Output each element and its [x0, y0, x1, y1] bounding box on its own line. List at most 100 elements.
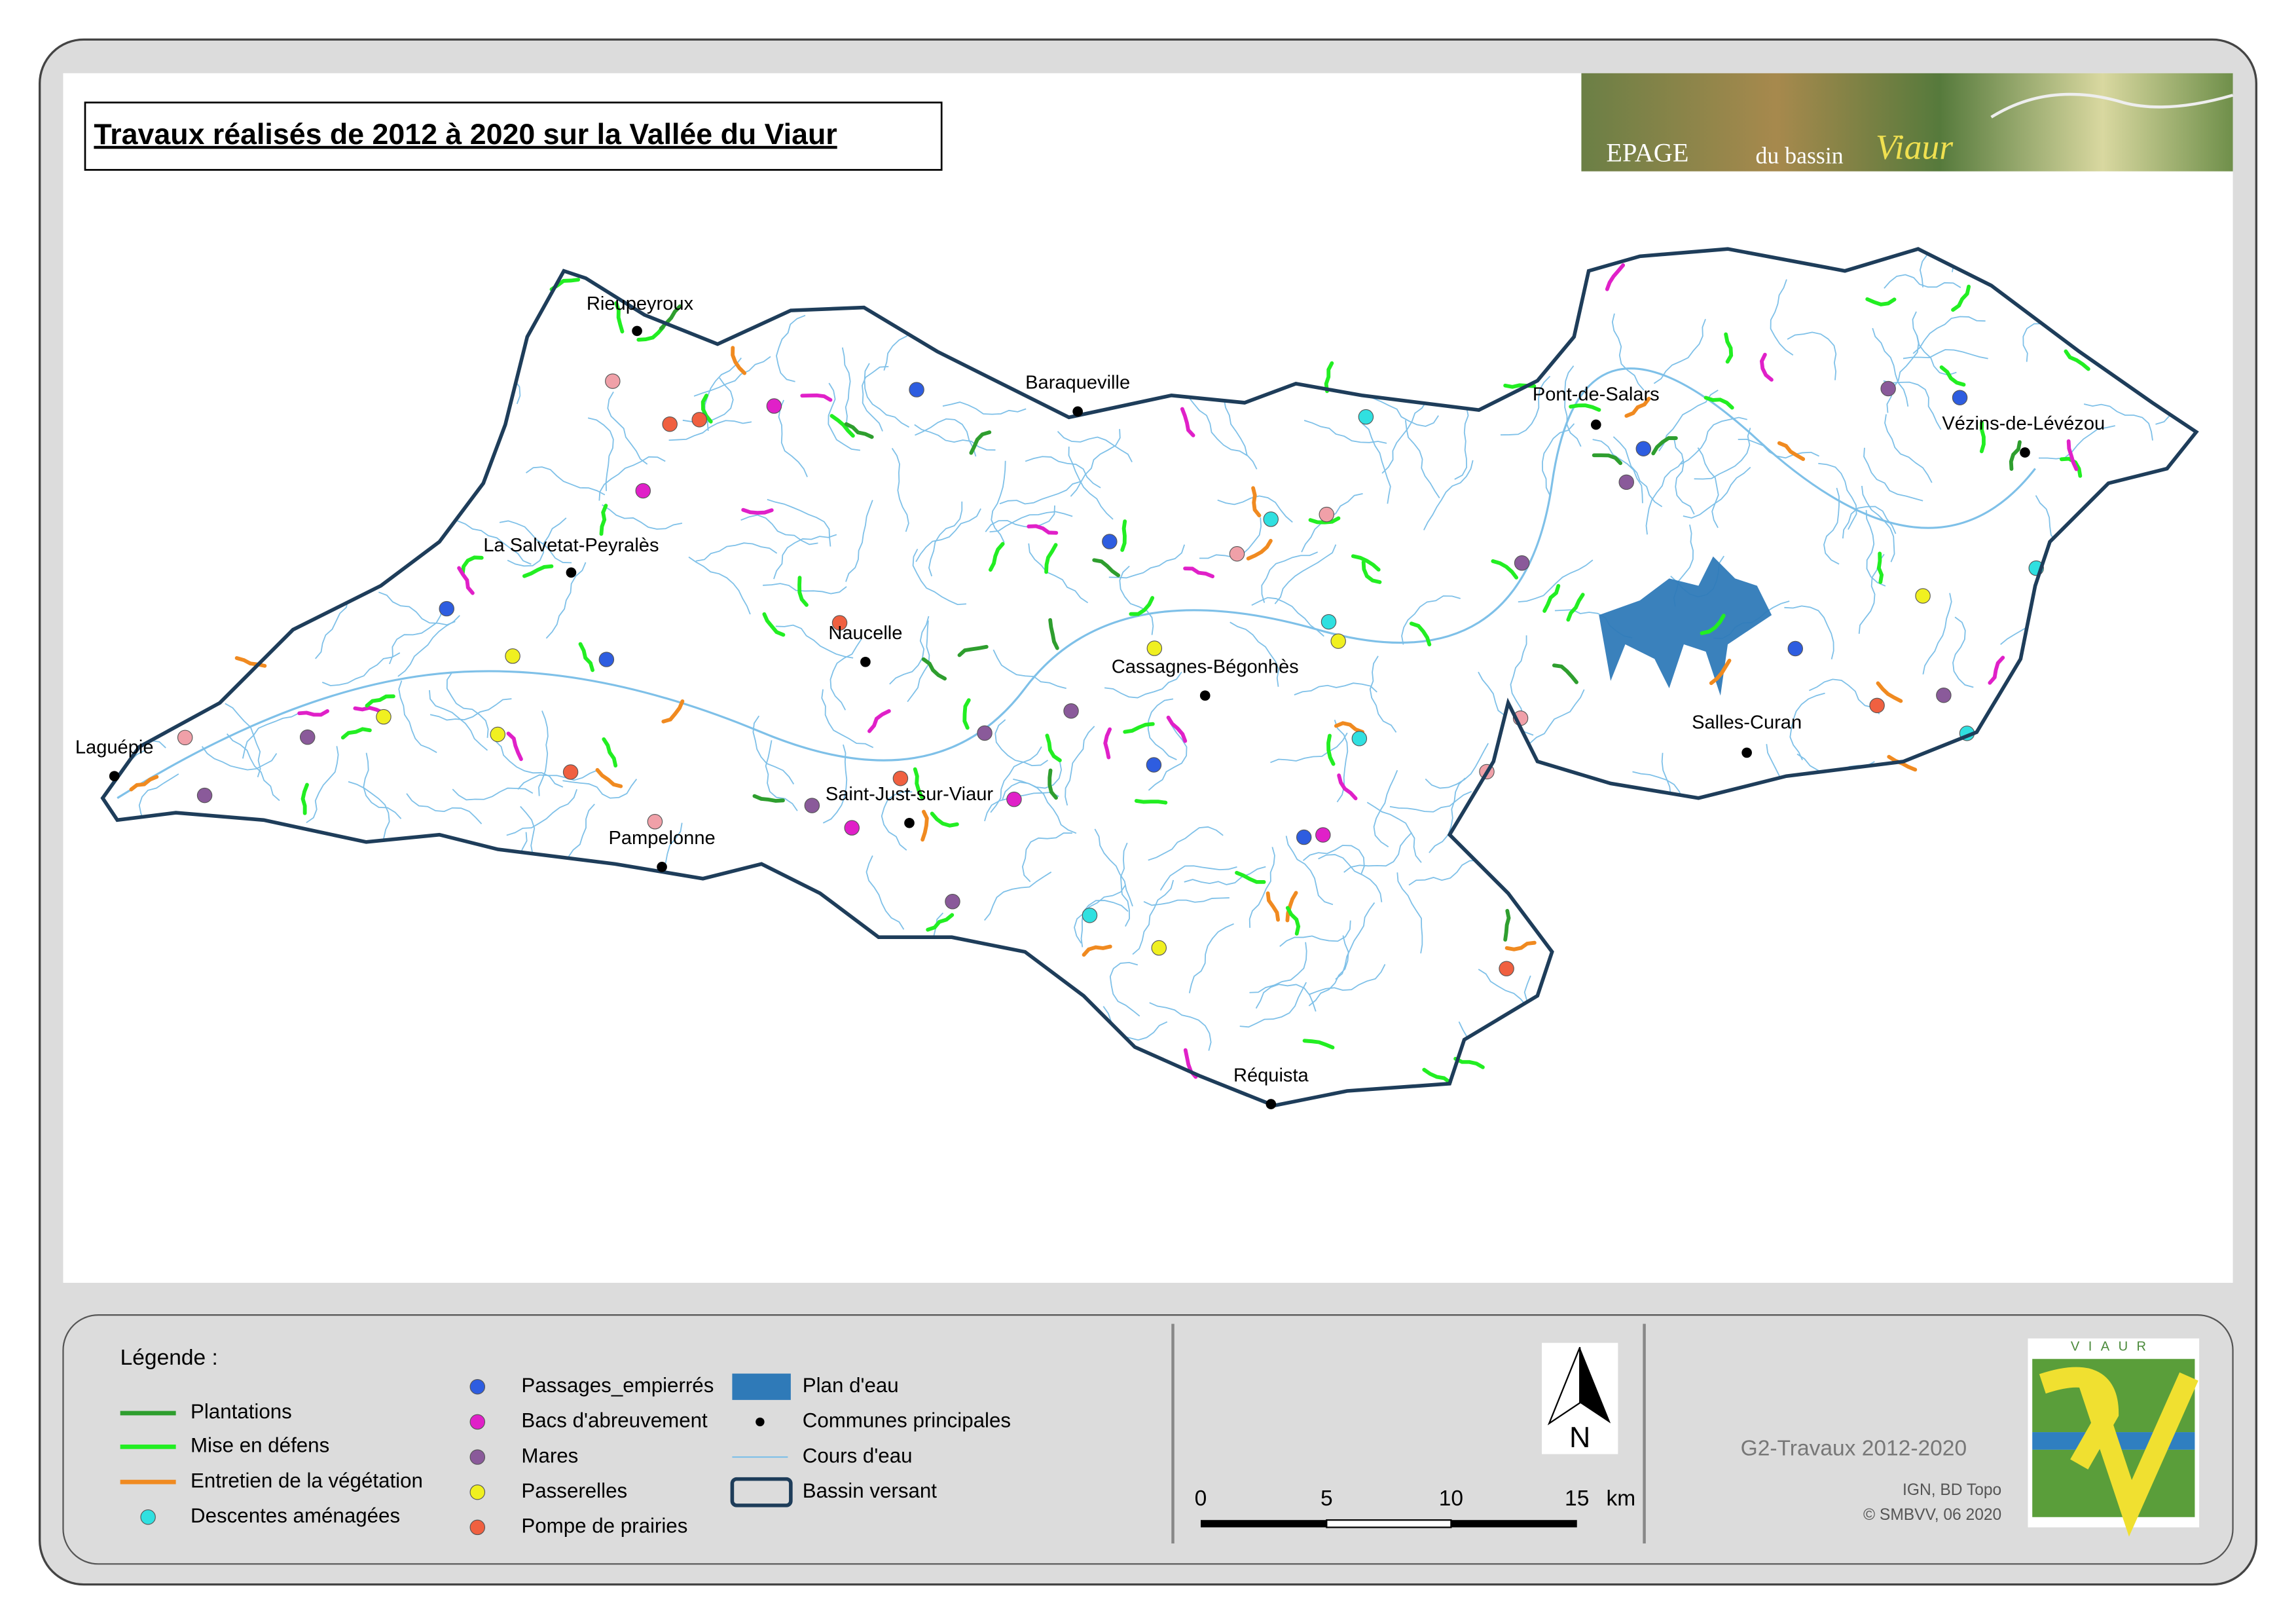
river — [1109, 961, 1140, 1017]
river — [1013, 779, 1077, 834]
river — [1787, 331, 1837, 380]
river — [1863, 447, 1923, 502]
river — [1217, 495, 1293, 523]
river — [242, 712, 308, 759]
work-point — [1006, 791, 1022, 807]
north-label: N — [1569, 1422, 1590, 1454]
river — [942, 401, 1027, 415]
town-label: Pampelonne — [608, 828, 715, 849]
river — [668, 420, 752, 441]
river — [1261, 551, 1319, 603]
river — [1184, 866, 1266, 885]
river — [994, 719, 1049, 767]
work-point — [1351, 731, 1368, 747]
river — [1592, 439, 1643, 504]
river — [821, 689, 874, 748]
river — [1021, 832, 1072, 883]
work-line — [1939, 365, 1966, 387]
river — [1094, 828, 1133, 907]
river — [1408, 859, 1487, 886]
legend-symbol — [469, 1414, 486, 1430]
river — [494, 740, 564, 788]
river — [507, 517, 567, 567]
work-point — [1146, 757, 1162, 773]
river — [1188, 396, 1248, 456]
work-point — [1102, 534, 1118, 549]
work-line — [867, 709, 891, 733]
river — [225, 703, 261, 778]
river — [545, 562, 587, 639]
river — [866, 855, 905, 930]
river — [452, 787, 534, 801]
work-point — [1319, 506, 1335, 523]
map-title: Travaux réalisés de 2012 à 2020 sur la V… — [94, 119, 837, 151]
river — [822, 744, 848, 824]
town-label: Laguépie — [75, 737, 154, 758]
work-point — [945, 894, 960, 910]
river — [1518, 559, 1594, 602]
river — [598, 456, 666, 501]
work-line — [1865, 297, 1897, 306]
work-point — [892, 770, 909, 786]
work-point — [439, 600, 454, 617]
scale-unit: km — [1606, 1486, 1635, 1511]
river — [891, 448, 909, 532]
work-line — [1592, 453, 1623, 466]
river — [1070, 429, 1121, 497]
work-line — [1351, 554, 1381, 572]
river — [1303, 420, 1387, 444]
lake — [1599, 556, 1772, 696]
map-layer: Rieupeyroux Baraqueville Pont-de-Salars Véz… — [75, 247, 2199, 1109]
work-point — [766, 398, 782, 414]
scale-label: 15 — [1565, 1486, 1589, 1511]
work-line — [1129, 596, 1155, 616]
work-line — [1453, 1056, 1485, 1069]
river — [321, 652, 401, 686]
river — [1523, 689, 1585, 750]
river — [1423, 460, 1474, 530]
work-point — [562, 764, 579, 780]
river — [1611, 313, 1645, 391]
work-line — [1120, 519, 1127, 552]
work-line — [926, 913, 955, 932]
town-label: Naucelle — [828, 623, 902, 644]
work-point — [605, 373, 621, 389]
river — [1248, 847, 1275, 928]
river — [1074, 884, 1127, 944]
town-label: Réquista — [1233, 1065, 1309, 1086]
work-line — [1876, 551, 1884, 584]
work-point — [1514, 555, 1530, 571]
work-line — [829, 414, 855, 438]
river — [2039, 425, 2115, 460]
town-dot — [1072, 406, 1083, 417]
river — [363, 752, 402, 819]
work-line — [1988, 655, 2005, 685]
rivers — [102, 249, 2196, 1105]
river — [1159, 865, 1237, 891]
river — [1912, 311, 1957, 376]
work-point — [299, 729, 316, 745]
legend-symbol — [730, 1477, 793, 1507]
legend-symbol — [469, 1519, 486, 1536]
works — [129, 263, 2090, 1084]
river — [1057, 431, 1133, 462]
work-point — [598, 652, 615, 667]
river — [991, 460, 1006, 543]
work-line — [340, 727, 372, 740]
legend-label: Bassin versant — [803, 1479, 938, 1502]
work-point — [1915, 588, 1931, 604]
river — [1148, 725, 1188, 791]
work-line — [1704, 396, 1734, 410]
river — [1454, 398, 1469, 480]
river — [1147, 698, 1177, 760]
work-line — [1503, 909, 1511, 942]
river — [928, 501, 963, 577]
town-dot — [1266, 1099, 1277, 1109]
river — [1188, 923, 1234, 993]
work-line — [2066, 439, 2079, 471]
work-point — [1082, 908, 1098, 923]
work-line — [1123, 722, 1155, 734]
river — [1239, 982, 1307, 1028]
work-line — [1624, 396, 1651, 418]
river — [1302, 845, 1365, 875]
